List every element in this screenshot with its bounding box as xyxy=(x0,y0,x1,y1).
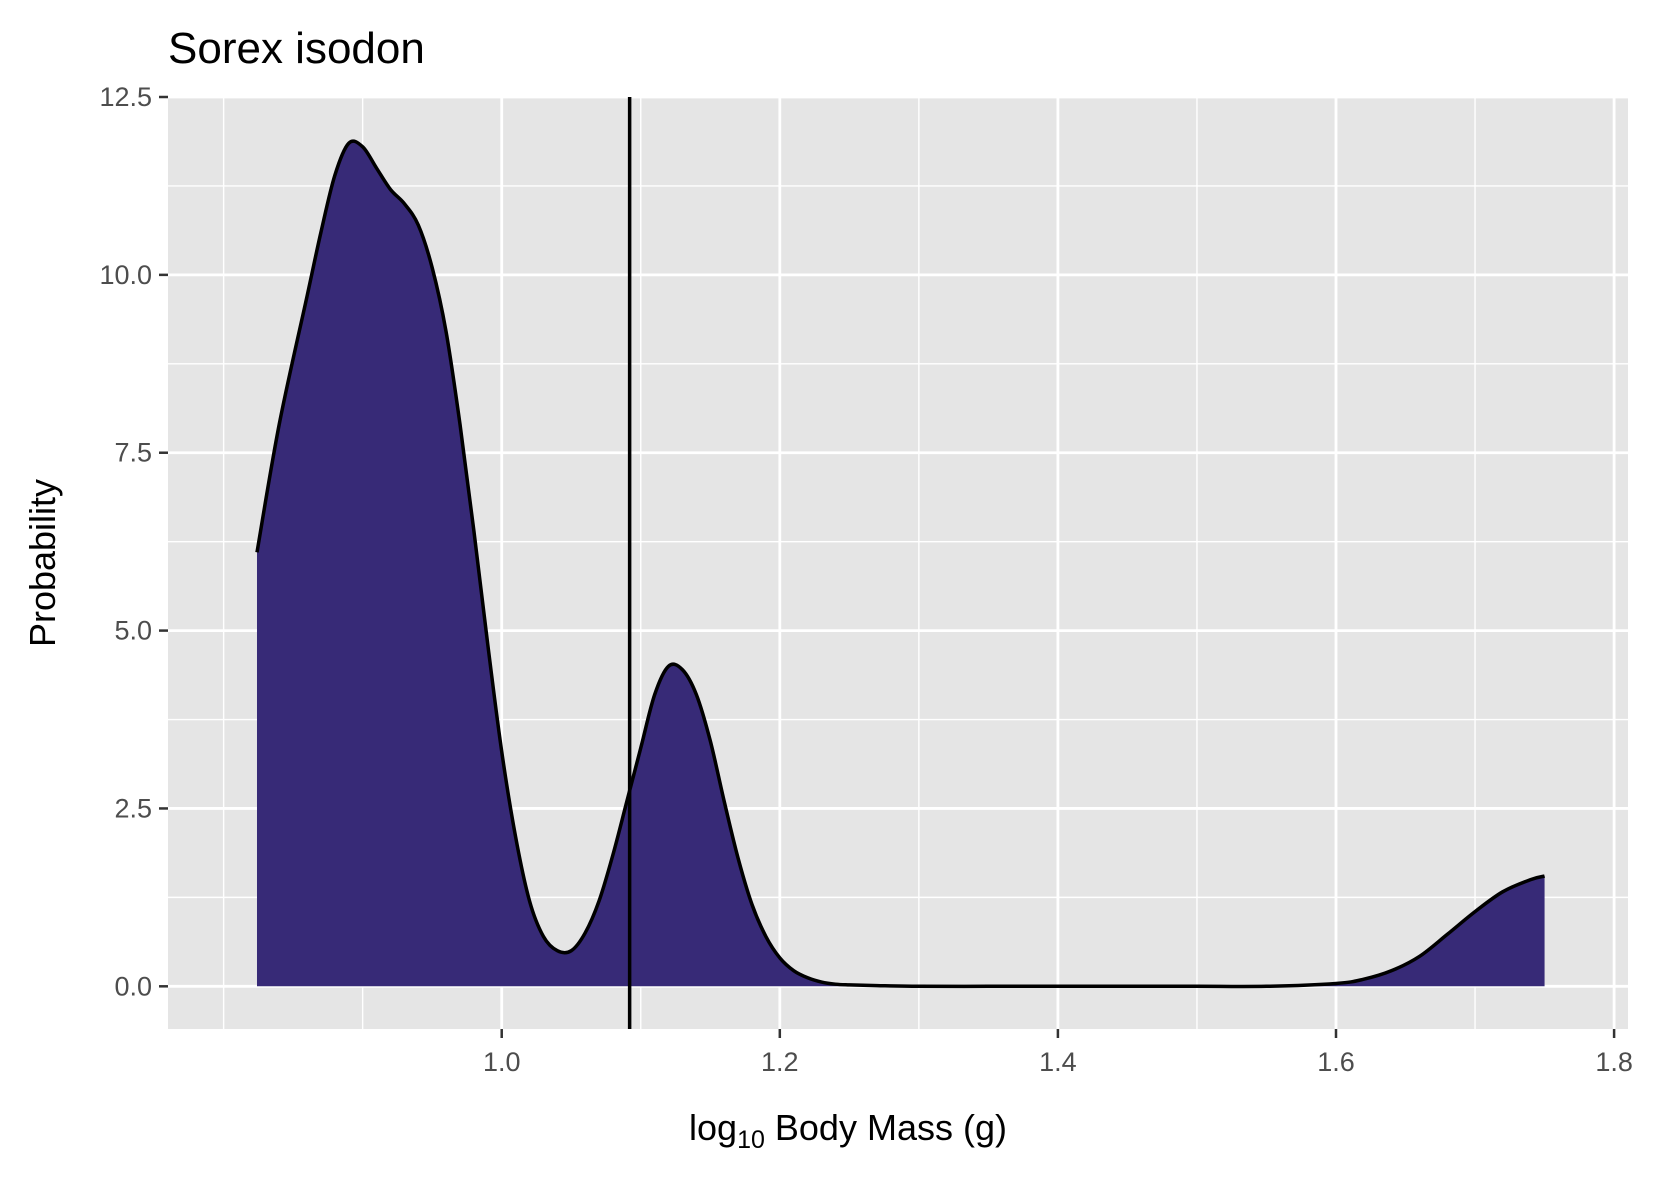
y-tick-label: 12.5 xyxy=(99,82,152,112)
x-tick-label: 1.0 xyxy=(483,1047,521,1077)
y-tick-label: 10.0 xyxy=(99,260,152,290)
x-axis: 1.0 1.2 1.4 1.6 1.8 xyxy=(483,1029,1633,1077)
y-axis-title: Probability xyxy=(22,479,63,647)
y-tick-label: 0.0 xyxy=(114,971,152,1001)
density-curve xyxy=(255,139,1546,989)
y-axis: 0.0 2.5 5.0 7.5 10.0 12.5 xyxy=(99,82,168,1001)
chart-title: Sorex isodon xyxy=(168,24,425,73)
x-axis-title: log10 Body Mass (g) xyxy=(689,1107,1007,1154)
x-tick-label: 1.8 xyxy=(1595,1047,1633,1077)
y-tick-label: 7.5 xyxy=(114,438,152,468)
x-axis-title-suffix: Body Mass (g) xyxy=(765,1107,1007,1148)
x-tick-label: 1.4 xyxy=(1039,1047,1077,1077)
y-tick-label: 2.5 xyxy=(114,793,152,823)
density-area xyxy=(256,141,1545,987)
y-tick-label: 5.0 xyxy=(114,616,152,646)
x-tick-label: 1.6 xyxy=(1317,1047,1355,1077)
x-axis-title-prefix: log xyxy=(689,1107,737,1148)
x-tick-label: 1.2 xyxy=(761,1047,799,1077)
x-axis-title-subscript: 10 xyxy=(737,1126,765,1154)
